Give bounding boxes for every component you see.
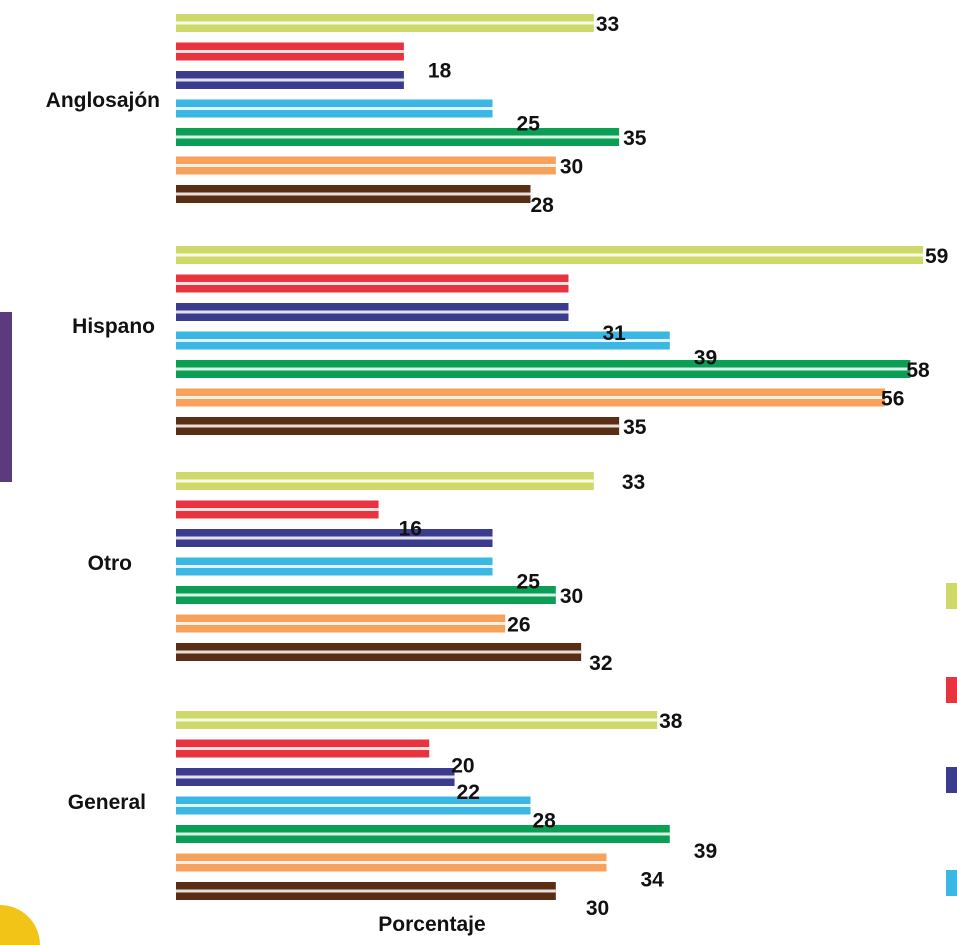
data-label: 31: [602, 322, 626, 345]
bar-highlight: [176, 339, 670, 342]
category-label: Otro: [88, 552, 132, 575]
data-label: 38: [659, 710, 683, 733]
bar-highlight: [176, 424, 620, 428]
bar-highlight: [176, 479, 594, 483]
data-label: 39: [694, 840, 717, 863]
side-panel-decoration: [0, 312, 12, 482]
bar: [176, 882, 556, 900]
bar-highlight: [176, 78, 404, 82]
data-label: 30: [586, 897, 609, 920]
bar: [176, 711, 658, 729]
data-label: 56: [881, 388, 904, 411]
bar: [176, 388, 886, 407]
data-label: 16: [399, 518, 422, 541]
bar-highlight: [176, 718, 658, 722]
x-axis-label: Porcentaje: [378, 913, 485, 936]
data-label: 28: [533, 810, 557, 833]
category-labels: Anglosajón Hispano Otro General: [46, 89, 160, 814]
bar-highlight: [176, 253, 923, 257]
bar: [176, 614, 506, 633]
bar-highlight: [176, 50, 404, 53]
bar-highlight: [176, 367, 911, 371]
data-label: 20: [451, 755, 474, 778]
legend: [946, 583, 957, 896]
bar-highlight: [176, 536, 493, 540]
bar: [176, 42, 404, 61]
data-label: 26: [507, 614, 530, 637]
bar: [176, 472, 594, 490]
data-label: 33: [596, 13, 619, 36]
data-label: 25: [517, 571, 541, 594]
bar-highlight: [176, 282, 569, 285]
bar-highlight: [176, 21, 594, 25]
bar: [176, 360, 911, 378]
bar-highlight: [176, 775, 455, 779]
bar: [176, 586, 556, 604]
data-label: 35: [623, 416, 647, 439]
bar-highlight: [176, 192, 531, 196]
bar: [176, 796, 531, 815]
bar: [176, 825, 670, 843]
bar: [176, 303, 569, 321]
bar: [176, 274, 569, 293]
bars: [176, 14, 923, 900]
bar: [176, 853, 607, 872]
bar-highlight: [176, 508, 379, 511]
bar-highlight: [176, 396, 886, 399]
data-label: 22: [457, 781, 480, 804]
bar: [176, 768, 455, 786]
bar-highlight: [176, 135, 620, 139]
bar: [176, 557, 493, 576]
bar-highlight: [176, 593, 556, 597]
legend-swatch: [946, 677, 957, 703]
data-label: 35: [623, 127, 647, 150]
bar: [176, 71, 404, 89]
data-label: 18: [428, 60, 452, 83]
bar: [176, 14, 594, 32]
bar-highlight: [176, 565, 493, 568]
data-label: 30: [560, 156, 583, 179]
bar-highlight: [176, 832, 670, 836]
data-label: 39: [694, 347, 717, 370]
corner-decoration: [0, 905, 40, 945]
bar: [176, 185, 531, 203]
bar: [176, 500, 379, 519]
data-label: 59: [925, 245, 948, 268]
bar-highlight: [176, 622, 506, 625]
category-label: General: [68, 791, 146, 814]
bar-highlight: [176, 889, 556, 893]
data-label: 34: [640, 869, 664, 892]
bar: [176, 156, 556, 175]
bar-highlight: [176, 861, 607, 864]
data-label: 30: [560, 585, 583, 608]
bar-highlight: [176, 650, 582, 654]
value-labels: 3318253530285931395856353316253026323820…: [399, 13, 949, 920]
bar-highlight: [176, 804, 531, 807]
bar-highlight: [176, 310, 569, 314]
bar: [176, 643, 582, 661]
legend-swatch: [946, 767, 957, 793]
data-label: 25: [517, 113, 541, 136]
bar: [176, 417, 620, 435]
bar-highlight: [176, 747, 430, 750]
bar: [176, 128, 620, 146]
bar: [176, 529, 493, 547]
data-label: 28: [531, 194, 555, 217]
bar: [176, 739, 430, 758]
category-label: Anglosajón: [46, 89, 160, 112]
bar: [176, 246, 923, 264]
data-label: 58: [906, 359, 930, 382]
legend-swatch: [946, 583, 957, 609]
legend-swatch: [946, 870, 957, 896]
bar-highlight: [176, 164, 556, 167]
bar-highlight: [176, 107, 493, 110]
bar: [176, 331, 670, 350]
bar: [176, 99, 493, 118]
category-label: Hispano: [72, 315, 155, 338]
data-label: 32: [589, 652, 612, 675]
data-label: 33: [622, 471, 645, 494]
